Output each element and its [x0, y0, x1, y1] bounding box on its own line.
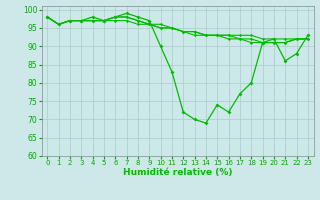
X-axis label: Humidité relative (%): Humidité relative (%) [123, 168, 232, 177]
